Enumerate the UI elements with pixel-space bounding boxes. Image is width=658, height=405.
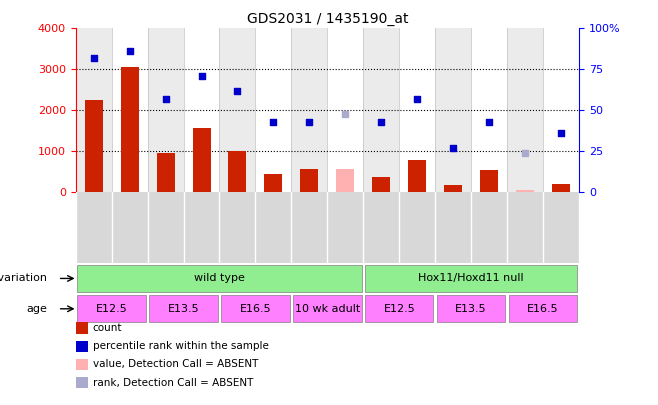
Bar xyxy=(78,265,361,292)
Point xyxy=(196,72,207,79)
Bar xyxy=(265,173,282,192)
Bar xyxy=(437,295,505,322)
Bar xyxy=(76,28,112,192)
Text: E16.5: E16.5 xyxy=(527,304,559,314)
Bar xyxy=(516,190,534,192)
Bar xyxy=(293,295,361,322)
Bar xyxy=(120,67,139,192)
Point xyxy=(556,130,567,136)
Point xyxy=(520,150,530,156)
Bar xyxy=(365,295,434,322)
Text: wild type: wild type xyxy=(194,273,245,283)
Bar xyxy=(336,168,354,192)
Bar xyxy=(365,265,577,292)
Text: count: count xyxy=(93,323,122,333)
Text: genotype/variation: genotype/variation xyxy=(0,273,47,283)
Bar xyxy=(220,28,255,192)
Text: E13.5: E13.5 xyxy=(168,304,199,314)
Point xyxy=(161,96,171,102)
Title: GDS2031 / 1435190_at: GDS2031 / 1435190_at xyxy=(247,12,408,26)
Bar xyxy=(228,151,247,192)
Point xyxy=(340,111,351,117)
Text: age: age xyxy=(26,304,47,314)
Point xyxy=(124,48,135,55)
Bar xyxy=(147,28,184,192)
Bar xyxy=(509,295,577,322)
Text: 10 wk adult: 10 wk adult xyxy=(295,304,360,314)
Point xyxy=(232,87,243,94)
Text: E16.5: E16.5 xyxy=(240,304,271,314)
Point xyxy=(484,119,494,125)
Point xyxy=(268,119,279,125)
Bar xyxy=(552,184,570,192)
Point xyxy=(376,119,386,125)
Text: rank, Detection Call = ABSENT: rank, Detection Call = ABSENT xyxy=(93,378,253,388)
Bar xyxy=(480,170,498,192)
Bar xyxy=(372,177,390,192)
Text: E12.5: E12.5 xyxy=(384,304,415,314)
Bar xyxy=(149,295,218,322)
Text: Hox11/Hoxd11 null: Hox11/Hoxd11 null xyxy=(418,273,524,283)
Text: E13.5: E13.5 xyxy=(455,304,487,314)
Point xyxy=(412,96,422,102)
Text: value, Detection Call = ABSENT: value, Detection Call = ABSENT xyxy=(93,360,258,369)
Bar xyxy=(444,185,462,192)
Bar xyxy=(408,160,426,192)
Bar xyxy=(157,153,174,192)
Point xyxy=(304,119,315,125)
Text: percentile rank within the sample: percentile rank within the sample xyxy=(93,341,268,351)
Bar xyxy=(221,295,290,322)
Bar xyxy=(85,100,103,192)
Bar xyxy=(435,28,471,192)
Bar xyxy=(363,28,399,192)
Point xyxy=(448,145,459,151)
Text: E12.5: E12.5 xyxy=(96,304,128,314)
Bar xyxy=(301,169,318,192)
Bar xyxy=(507,28,543,192)
Bar xyxy=(78,295,146,322)
Bar xyxy=(291,28,327,192)
Point xyxy=(88,55,99,61)
Bar xyxy=(193,128,211,192)
